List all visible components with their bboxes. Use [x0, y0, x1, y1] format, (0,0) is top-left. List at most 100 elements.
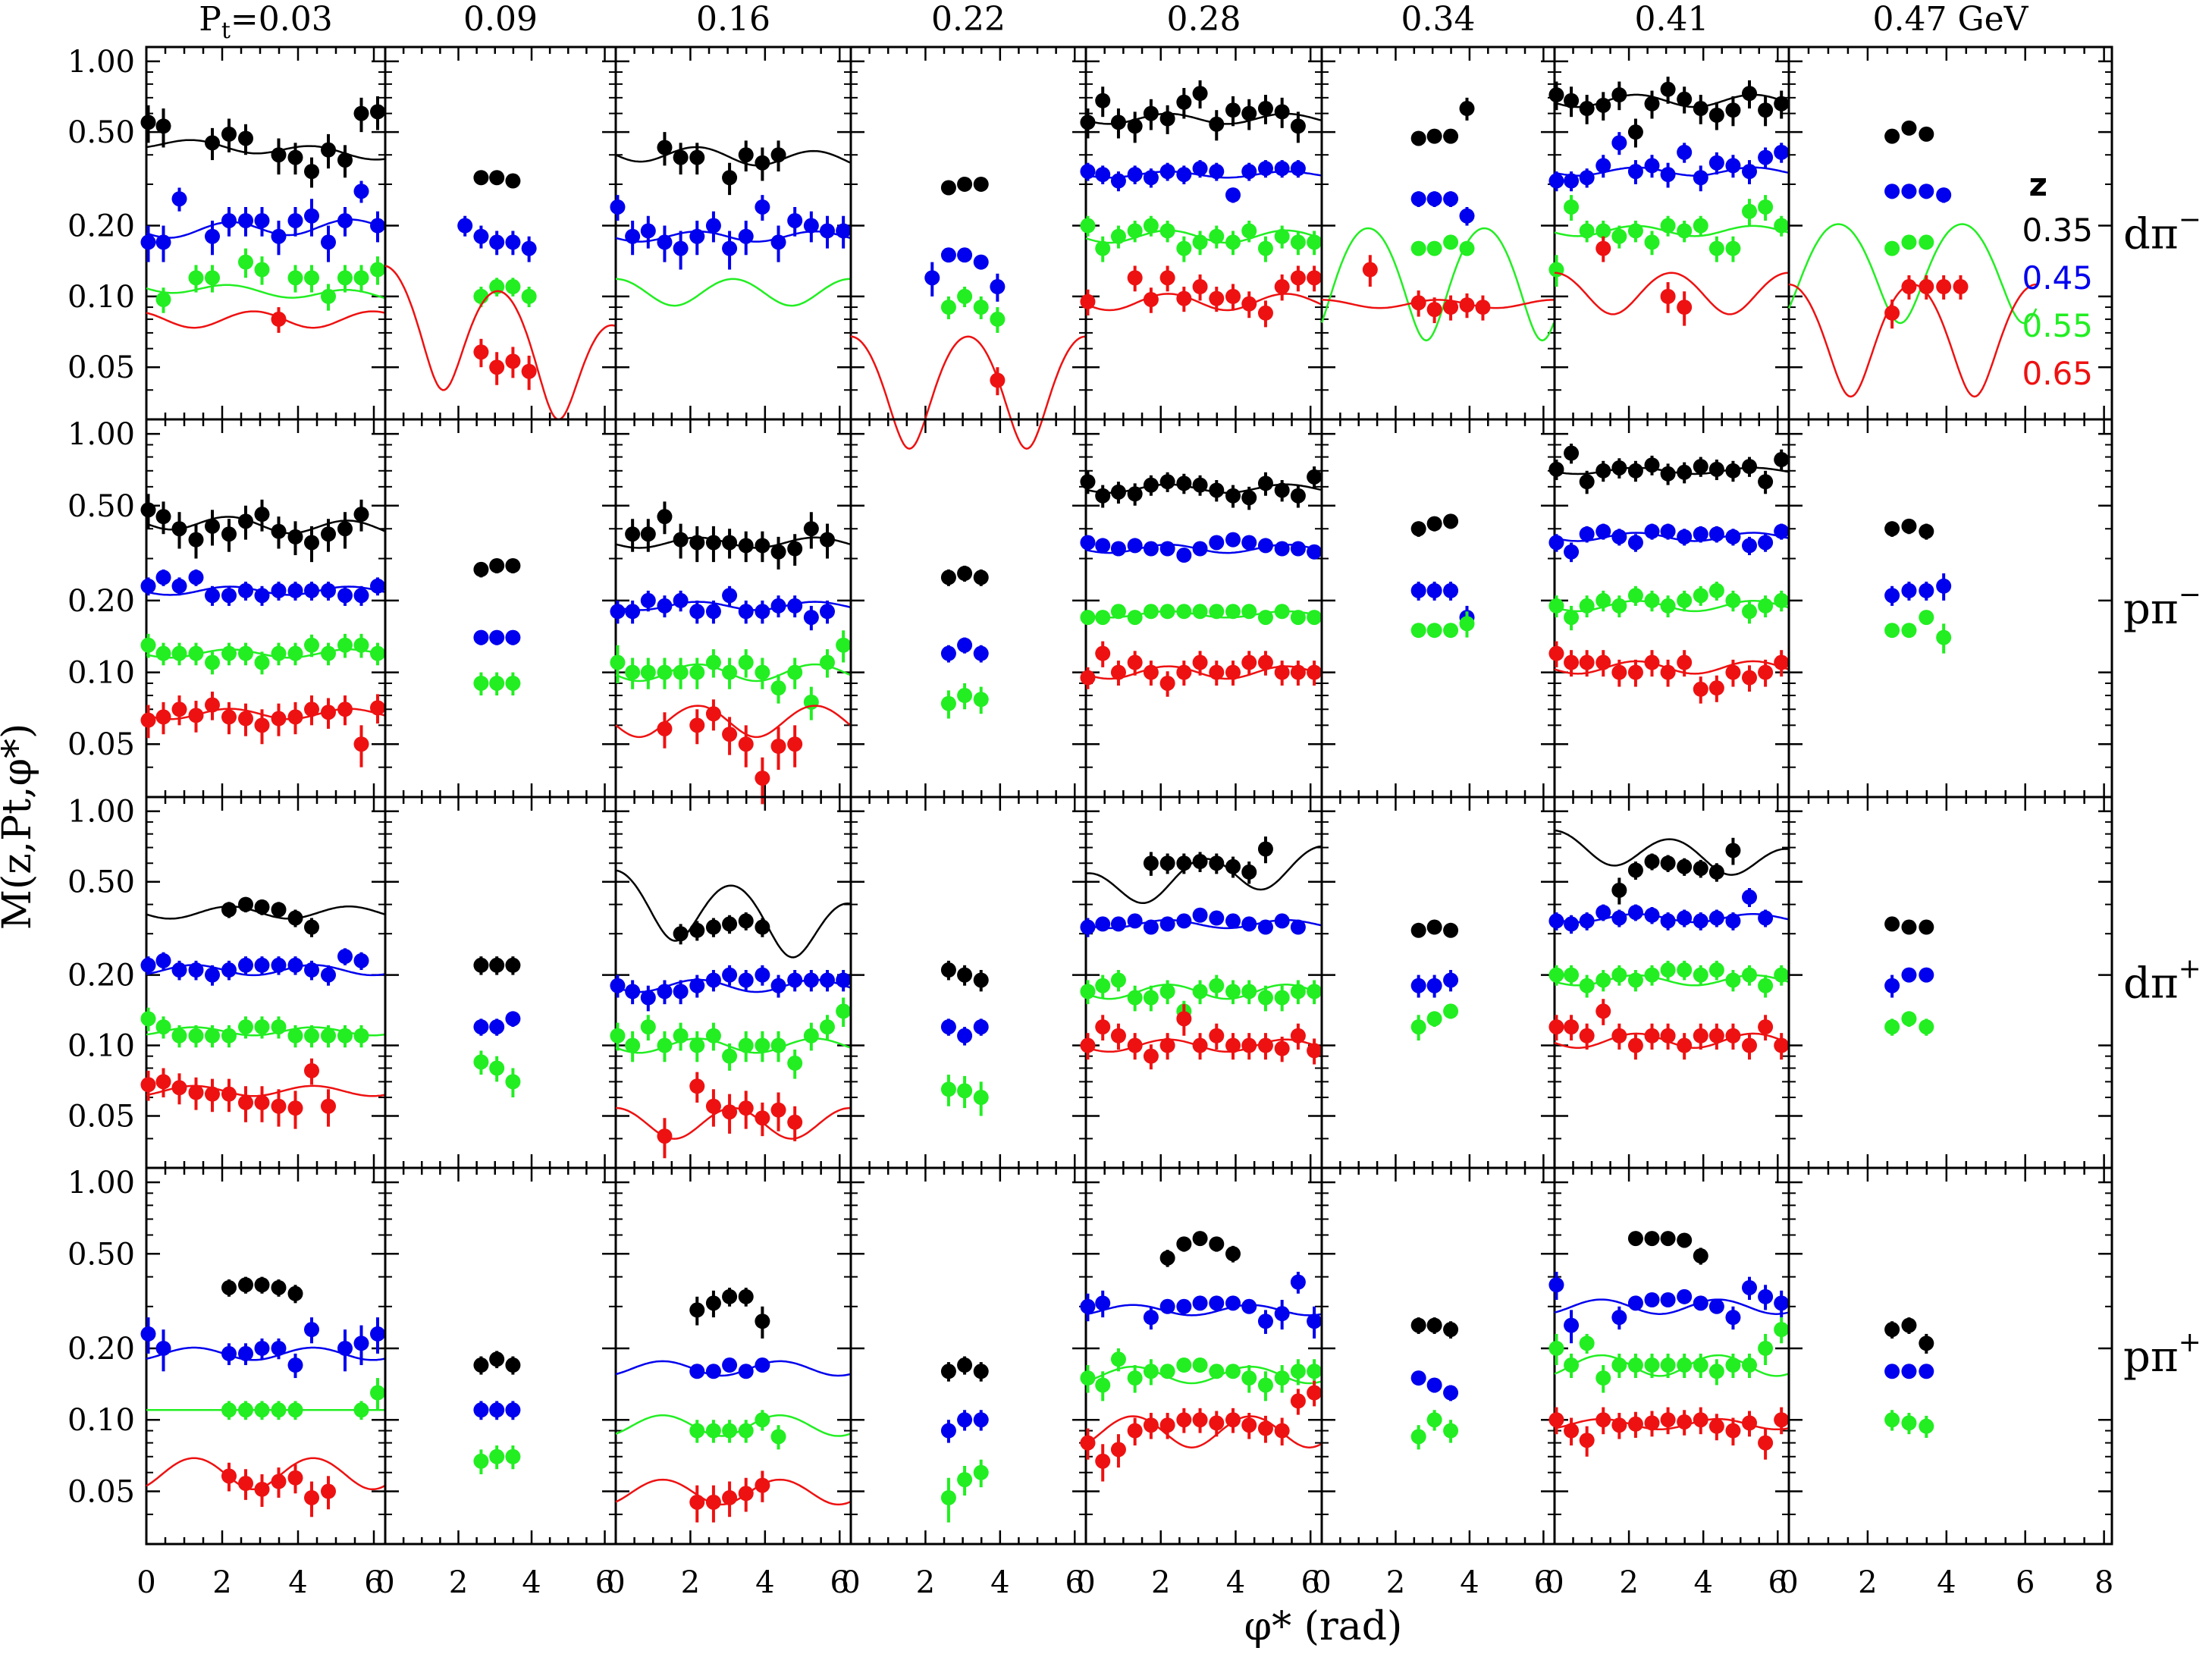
data-point — [1159, 1417, 1175, 1433]
data-point — [1677, 300, 1693, 315]
data-point — [1774, 144, 1790, 160]
x-tick-label: 6 — [2016, 1565, 2035, 1600]
data-point — [271, 1474, 287, 1489]
data-point — [238, 1277, 253, 1293]
data-point — [1241, 916, 1257, 932]
data-point — [973, 972, 989, 988]
data-point — [1611, 529, 1627, 545]
data-point — [1644, 1231, 1660, 1247]
legend-entry: 0.35 — [2022, 212, 2093, 249]
row-label: dπ+ — [2123, 954, 2201, 1009]
data-point — [1410, 521, 1426, 537]
data-point — [803, 521, 819, 537]
data-point — [1693, 913, 1708, 929]
column-label: 0.47 GeV — [1873, 0, 2029, 39]
data-point — [1459, 101, 1475, 117]
data-point — [1725, 102, 1741, 118]
data-point — [755, 538, 770, 554]
data-point — [1274, 604, 1290, 620]
data-point — [1143, 1364, 1159, 1379]
data-point — [473, 344, 489, 360]
data-point — [820, 1019, 835, 1035]
data-point — [1241, 296, 1257, 312]
data-point — [473, 1453, 489, 1469]
data-point — [353, 637, 369, 653]
data-point — [1693, 170, 1708, 186]
data-point — [271, 582, 287, 598]
data-point — [1919, 1418, 1934, 1434]
data-point — [1225, 187, 1241, 203]
data-point — [1693, 1295, 1708, 1311]
data-point — [1901, 1415, 1917, 1431]
data-point — [689, 604, 705, 620]
model-curve-z2 — [1320, 227, 1555, 342]
data-point — [1742, 1415, 1758, 1431]
data-point — [473, 170, 489, 186]
data-point — [1919, 1335, 1934, 1351]
data-point — [155, 291, 171, 307]
data-point — [1742, 459, 1758, 475]
data-point — [304, 1028, 319, 1044]
data-point — [238, 957, 253, 973]
data-point — [205, 135, 220, 151]
data-point — [1159, 474, 1175, 490]
data-point — [940, 1019, 956, 1035]
data-point — [1307, 1364, 1322, 1379]
data-point — [1725, 158, 1741, 174]
x-tick-label: 0 — [136, 1565, 155, 1600]
data-point — [353, 588, 369, 604]
data-point — [1257, 919, 1273, 935]
data-point — [1660, 167, 1676, 183]
data-point — [1225, 102, 1241, 118]
data-point — [1579, 654, 1595, 670]
data-point — [140, 1011, 156, 1027]
data-point — [940, 247, 956, 263]
data-point — [1708, 962, 1724, 978]
data-point — [205, 518, 220, 534]
data-point — [640, 592, 656, 608]
data-point — [1644, 654, 1660, 670]
x-tick-label: 4 — [288, 1565, 307, 1600]
data-point — [221, 1028, 237, 1044]
data-point — [1774, 1295, 1790, 1311]
data-point — [1290, 488, 1306, 504]
data-point — [188, 708, 204, 723]
data-point — [770, 978, 786, 993]
data-point — [689, 1364, 705, 1379]
data-point — [1579, 101, 1595, 117]
data-point — [1307, 1385, 1322, 1401]
data-point — [1307, 610, 1322, 626]
data-point — [1758, 664, 1774, 680]
data-point — [1127, 486, 1143, 502]
panel-r0-c3 — [849, 46, 1087, 450]
data-point — [1644, 1415, 1660, 1431]
data-point — [973, 645, 989, 661]
data-point — [1241, 1417, 1257, 1433]
data-point — [1290, 1274, 1306, 1290]
data-point — [221, 902, 237, 918]
data-point — [1095, 93, 1111, 108]
data-point — [1758, 535, 1774, 551]
data-point — [673, 1028, 689, 1044]
data-point — [1209, 664, 1225, 680]
data-point — [171, 1080, 187, 1096]
data-point — [489, 557, 505, 573]
data-point — [1410, 240, 1426, 256]
data-point — [1627, 1295, 1643, 1311]
data-point — [155, 1074, 171, 1090]
data-point — [657, 1128, 673, 1144]
data-point — [353, 1402, 369, 1418]
data-point — [1742, 1037, 1758, 1053]
data-point — [271, 957, 287, 973]
x-tick-label: 6 — [1301, 1565, 1319, 1600]
x-tick-label: 2 — [1858, 1565, 1877, 1600]
data-point — [787, 212, 803, 228]
data-point — [353, 270, 369, 286]
data-point — [353, 1335, 369, 1351]
y-tick-label: 0.50 — [67, 1237, 135, 1272]
data-point — [1274, 913, 1290, 929]
data-point — [1627, 1231, 1643, 1247]
data-point — [1443, 300, 1459, 315]
data-point — [1274, 228, 1290, 244]
data-point — [738, 1486, 754, 1502]
